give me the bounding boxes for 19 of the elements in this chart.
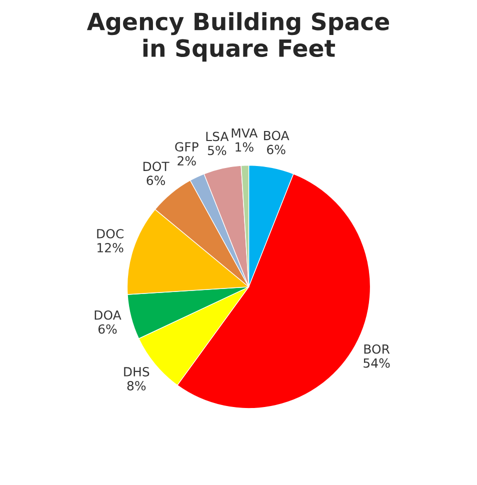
data-label: 2% bbox=[178, 156, 196, 166]
data-label: 8% bbox=[127, 381, 146, 390]
data-label: 6% bbox=[267, 144, 286, 154]
data-label: 6% bbox=[98, 324, 117, 334]
slice-label: DHS bbox=[124, 367, 150, 376]
data-label: 12% bbox=[98, 242, 124, 252]
slice-label: DOA bbox=[94, 310, 122, 320]
chart-title: Agency Building Space in Square Feet bbox=[86, 12, 390, 62]
data-label: 1% bbox=[236, 142, 254, 152]
slice-label: GFP bbox=[175, 142, 198, 152]
slice-label: BOA bbox=[264, 130, 290, 140]
slice-label: DOC bbox=[97, 228, 124, 238]
slice-label: LSA bbox=[206, 132, 229, 142]
slice-label: DOT bbox=[143, 162, 170, 172]
slice-label: BOR bbox=[364, 344, 390, 354]
data-label: 54% bbox=[364, 358, 390, 368]
data-label: 6% bbox=[146, 176, 166, 186]
slice-label: MVA bbox=[232, 128, 258, 138]
data-label: 5% bbox=[208, 146, 226, 156]
